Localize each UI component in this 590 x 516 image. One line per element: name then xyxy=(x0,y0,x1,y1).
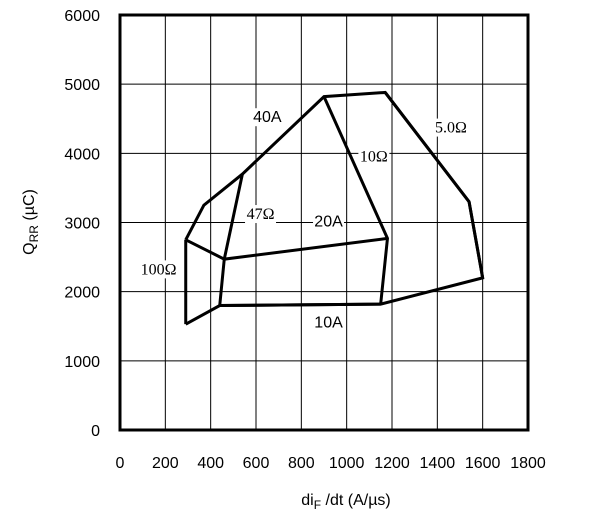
annotation-label: 5.0Ω xyxy=(435,120,467,137)
y-tick-label: 5000 xyxy=(64,77,100,94)
annotation-background xyxy=(138,260,179,279)
x-tick-label: 200 xyxy=(152,455,179,472)
y-tick-labels: 0 1000 2000 3000 4000 5000 6000 xyxy=(64,8,100,440)
annotation-label: 100Ω xyxy=(141,261,177,278)
series-line xyxy=(218,173,244,306)
series-line xyxy=(185,236,388,261)
y-tick-label: 2000 xyxy=(64,285,100,302)
annotation-background xyxy=(313,313,345,332)
series-lines xyxy=(184,90,485,326)
y-tick-label: 3000 xyxy=(64,216,100,233)
x-tick-label: 1000 xyxy=(329,455,365,472)
x-tick-label: 1600 xyxy=(465,455,501,472)
series-line xyxy=(219,302,381,307)
annotation-background xyxy=(251,108,283,127)
x-tick-label: 1200 xyxy=(374,455,410,472)
x-axis-label: diF /dt (A/µs) xyxy=(301,492,390,512)
annotation-label: 47Ω xyxy=(247,206,275,223)
x-tick-label: 1400 xyxy=(420,455,456,472)
annotation-label: 10A xyxy=(314,315,343,332)
series-line xyxy=(322,96,390,305)
annotation-background xyxy=(245,205,277,224)
annotation-label: 20A xyxy=(314,214,343,231)
series-line xyxy=(384,91,485,279)
annotation-label: 10Ω xyxy=(360,149,388,166)
x-tick-label: 800 xyxy=(288,455,315,472)
y-axis-label: QRR (µC) xyxy=(21,189,41,255)
annotation-background xyxy=(430,118,471,137)
plot-frame xyxy=(118,13,530,432)
annotations: 40A 20A 10A 100Ω 47Ω 10Ω 5.0Ω xyxy=(138,108,471,332)
y-tick-label: 0 xyxy=(91,423,100,440)
annotation-background xyxy=(358,147,390,166)
x-tick-label: 400 xyxy=(197,455,224,472)
y-tick-label: 1000 xyxy=(64,354,100,371)
x-tick-label: 600 xyxy=(243,455,270,472)
x-tick-label: 1800 xyxy=(510,455,546,472)
annotation-background xyxy=(313,212,345,231)
x-tick-label: 0 xyxy=(116,455,125,472)
annotation-label: 40A xyxy=(253,109,282,126)
y-tick-label: 4000 xyxy=(64,146,100,163)
y-tick-label: 6000 xyxy=(64,8,100,25)
x-tick-labels: 0 200 400 600 800 1000 1200 1400 1600 1800 xyxy=(116,455,546,472)
